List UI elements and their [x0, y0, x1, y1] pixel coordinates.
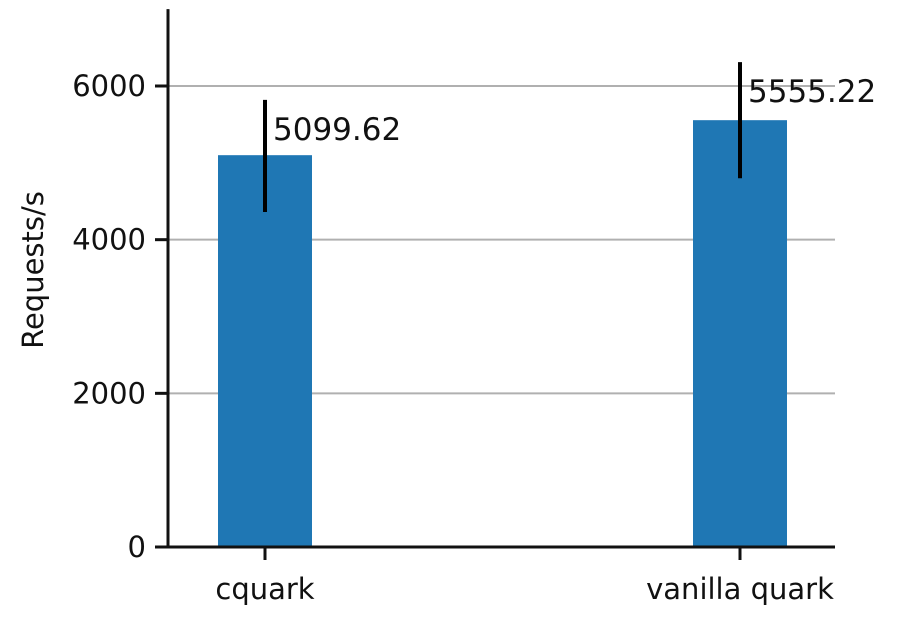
- axes: [166, 9, 835, 549]
- value-label-cquark: 5099.62: [273, 112, 401, 148]
- x-tick-label-cquark: cquark: [215, 572, 314, 606]
- y-tick-label-4000: 4000: [72, 223, 146, 257]
- bar-vanilla-quark: [693, 120, 787, 548]
- bar-cquark: [218, 155, 312, 547]
- value-label-vanilla-quark: 5555.22: [748, 74, 876, 110]
- y-tick-label-6000: 6000: [72, 69, 146, 103]
- y-tick-label-2000: 2000: [72, 376, 146, 410]
- error-bars: [263, 62, 742, 213]
- value-labels: 5099.62 5555.22: [273, 74, 876, 148]
- x-tick-label-vanilla-quark: vanilla quark: [646, 572, 834, 606]
- ticks: 0 2000 4000 6000 cquark vanilla quark: [72, 69, 834, 606]
- y-tick-label-0: 0: [128, 530, 146, 564]
- bars: [218, 120, 787, 548]
- y-axis-label: Requests/s: [16, 191, 50, 349]
